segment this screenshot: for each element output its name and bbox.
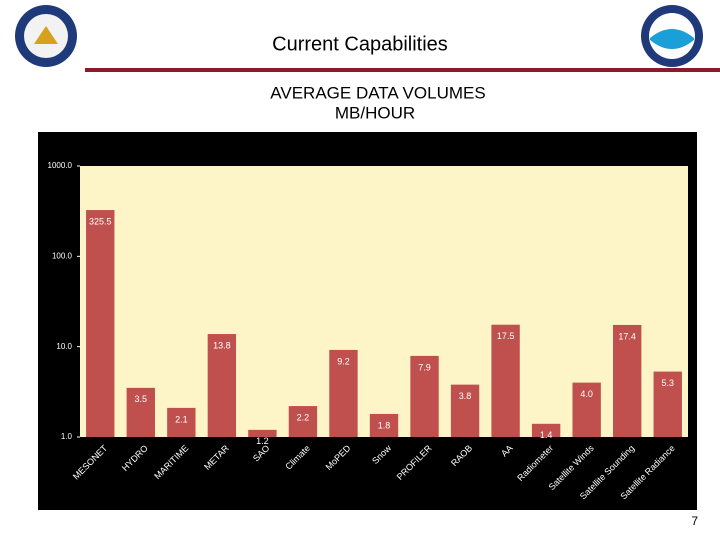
- bar: [207, 334, 237, 437]
- bar: [491, 324, 520, 437]
- logo-emblem: [650, 29, 694, 49]
- bar: [288, 406, 318, 437]
- y-tick-label: 1000.0: [48, 161, 73, 170]
- y-tick-label: 100.0: [52, 251, 73, 260]
- value-label: 13.8: [213, 340, 231, 350]
- logo-left: [15, 5, 77, 67]
- y-tick-label: 1.0: [61, 432, 73, 441]
- bar: [369, 413, 399, 437]
- value-label: 1.8: [378, 420, 391, 430]
- value-label: 2.1: [175, 414, 188, 424]
- bar: [572, 382, 601, 437]
- value-label: 4.0: [580, 389, 593, 399]
- bar: [329, 349, 358, 437]
- bar: [86, 210, 115, 437]
- logo-right: [641, 5, 703, 67]
- value-label: 3.5: [135, 394, 148, 404]
- chart-title: AVERAGE DATA VOLUMES: [270, 83, 485, 102]
- value-label: 17.5: [497, 331, 515, 341]
- bar: [613, 324, 642, 437]
- bar: [653, 371, 682, 437]
- bar: [167, 407, 196, 437]
- chart-subtitle: MB/HOUR: [335, 103, 415, 122]
- value-label: 325.5: [89, 216, 112, 226]
- value-label: 1.4: [540, 430, 553, 440]
- header-rule: [85, 68, 720, 72]
- value-label: 3.8: [459, 391, 472, 401]
- value-label: 5.3: [661, 378, 674, 388]
- bar: [450, 384, 480, 437]
- bar: [531, 423, 561, 437]
- logo-emblem: [34, 26, 58, 44]
- value-label: 1.2: [256, 436, 269, 446]
- value-label: 2.2: [297, 412, 310, 422]
- slide-title: Current Capabilities: [272, 33, 448, 55]
- value-label: 17.4: [618, 331, 636, 341]
- bar: [248, 429, 277, 437]
- value-label: 7.9: [418, 362, 431, 372]
- bar: [410, 355, 439, 437]
- page-number: 7: [691, 514, 698, 528]
- value-label: 9.2: [337, 356, 350, 366]
- bar: [126, 387, 155, 437]
- y-tick-label: 10.0: [56, 342, 72, 351]
